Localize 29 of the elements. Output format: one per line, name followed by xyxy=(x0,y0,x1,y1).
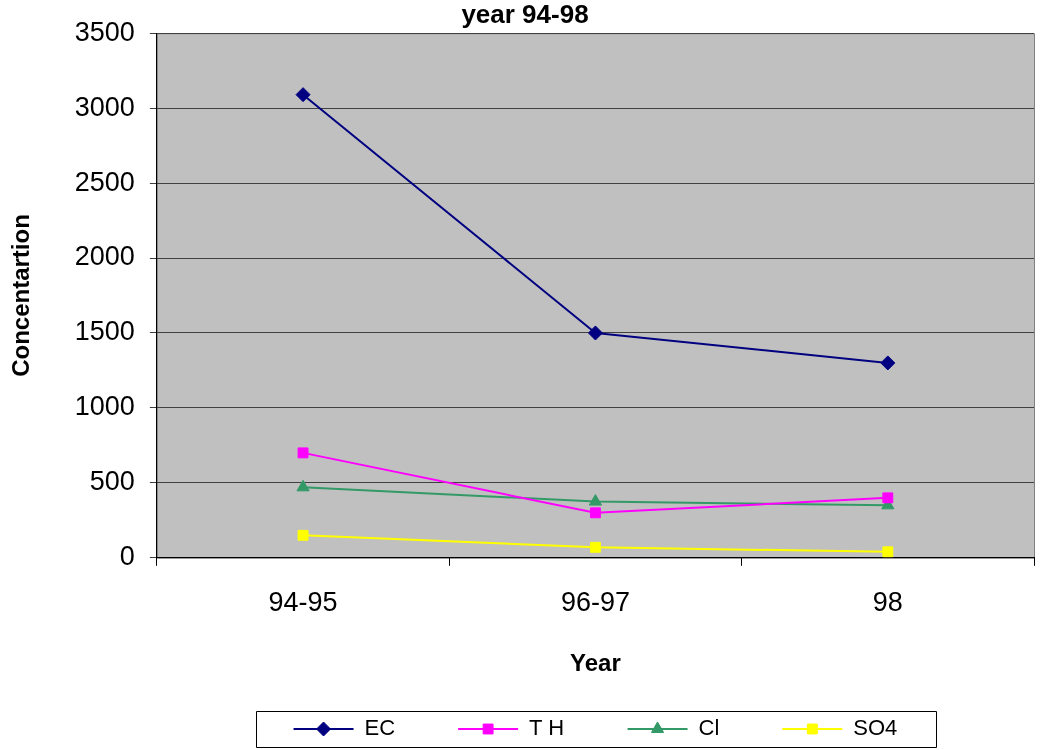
point xyxy=(882,492,894,504)
y-tick-label: 2500 xyxy=(74,166,135,197)
legend-label: T H xyxy=(529,715,565,741)
y-tick-label: 1000 xyxy=(74,391,135,422)
point xyxy=(588,494,602,506)
y-tick-label: 2000 xyxy=(74,241,135,272)
y-axis-title: Concentartion xyxy=(7,214,35,377)
y-tick-label: 1500 xyxy=(74,316,135,347)
legend-label: SO4 xyxy=(853,715,898,741)
point xyxy=(295,87,311,103)
chart-title: year 94-98 xyxy=(461,0,589,29)
x-axis-title: Year xyxy=(570,649,621,677)
x-tick-label: 98 xyxy=(872,587,903,618)
y-tick-label: 3500 xyxy=(74,16,135,47)
point xyxy=(589,507,601,519)
x-tick-label: 94-95 xyxy=(268,587,338,618)
y-tick-label: 3000 xyxy=(74,91,135,122)
point xyxy=(297,447,309,459)
point xyxy=(587,325,603,341)
y-tick-label: 500 xyxy=(89,466,135,497)
y-tick-label: 0 xyxy=(119,541,135,572)
point xyxy=(880,355,896,371)
point xyxy=(589,541,601,553)
point xyxy=(296,479,310,492)
legend-label: Cl xyxy=(698,715,720,741)
point xyxy=(297,529,309,541)
legend-label: EC xyxy=(364,715,396,741)
point xyxy=(882,546,894,558)
x-tick-label: 96-97 xyxy=(560,587,630,618)
